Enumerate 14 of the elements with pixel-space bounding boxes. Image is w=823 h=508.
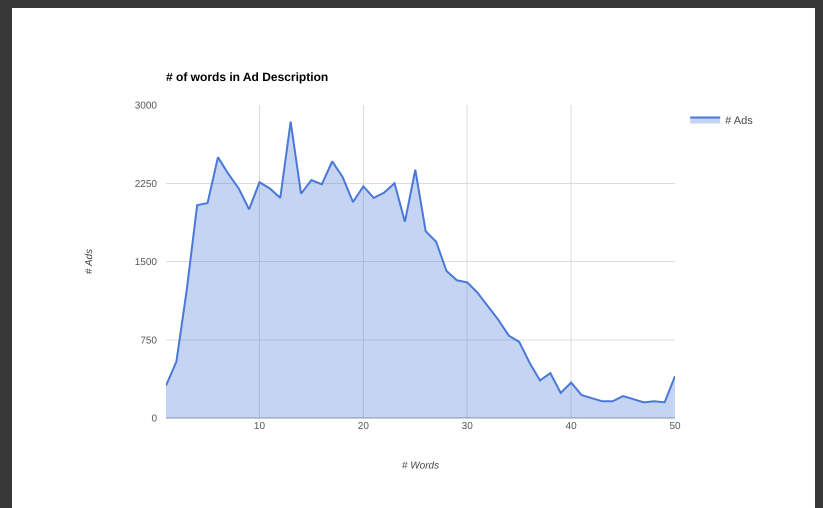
y-tick-label: 0 (151, 414, 158, 424)
chart-title: # of words in Ad Description (166, 70, 328, 84)
x-tick-label: 20 (358, 421, 370, 432)
x-tick-label: 40 (566, 421, 578, 432)
y-tick-label: 2250 (134, 178, 158, 190)
x-tick-label: 50 (669, 421, 681, 432)
y-tick-label: 1500 (134, 257, 158, 268)
x-tick-label: 30 (462, 421, 474, 432)
y-axis-title: # Ads (84, 248, 95, 274)
legend-label: # Ads (725, 114, 754, 127)
y-tick-label: 3000 (134, 100, 158, 112)
y-tick-label: 750 (140, 335, 158, 346)
x-axis-title: # Words (402, 460, 440, 472)
x-tick-label: 10 (254, 421, 266, 432)
